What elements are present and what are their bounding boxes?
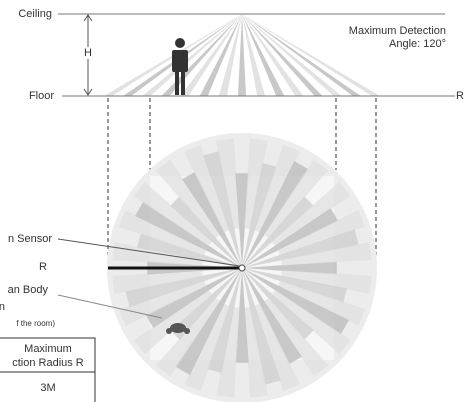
- wedge-outer: [112, 270, 203, 295]
- dashed-guides: [107, 98, 377, 268]
- ray: [238, 14, 246, 96]
- wedge: [242, 268, 348, 303]
- ray: [242, 14, 323, 96]
- angle-note: Angle: 120°: [389, 38, 446, 50]
- wedge-outer: [254, 144, 300, 233]
- right-label: R: [456, 90, 464, 102]
- wedge: [207, 268, 242, 374]
- ray: [242, 14, 285, 96]
- ray: [242, 14, 304, 96]
- table-cell: 3M: [40, 382, 55, 394]
- side-rays: [104, 14, 380, 96]
- body-label: f the room): [16, 319, 55, 328]
- wedge-outer: [244, 307, 269, 398]
- sensor: [238, 264, 246, 272]
- wedge-outer: [216, 307, 240, 398]
- body-label: n: [0, 301, 5, 313]
- ray: [180, 14, 242, 96]
- wedge-outer: [155, 159, 220, 239]
- body-leader: [57, 294, 163, 319]
- top-wedges: [112, 138, 372, 398]
- wedge-outer: [254, 303, 301, 392]
- wedge-outer: [281, 241, 372, 266]
- wedge: [242, 208, 339, 268]
- height-bg: [82, 47, 94, 59]
- table-header: ction Radius R: [12, 357, 84, 369]
- wedge: [242, 161, 309, 268]
- wedge-outer: [281, 270, 372, 294]
- wedge: [175, 268, 242, 375]
- wedge-outer: [264, 159, 329, 239]
- body-icon: [166, 323, 190, 334]
- ray: [242, 14, 342, 96]
- wedge-outer: [184, 303, 230, 392]
- wedge: [125, 268, 242, 307]
- wedge-outer: [277, 209, 366, 256]
- wedge-outer: [215, 138, 240, 229]
- wedge-outer: [183, 144, 230, 233]
- ceiling-label: Ceiling: [18, 8, 52, 20]
- wedge: [235, 173, 249, 268]
- wedge-outer: [264, 297, 329, 377]
- wedge: [170, 268, 242, 340]
- ray: [161, 14, 242, 96]
- ray: [123, 14, 242, 96]
- ray: [242, 14, 380, 96]
- wedge: [135, 201, 242, 268]
- wedge-outer: [133, 181, 213, 246]
- ray: [218, 14, 242, 96]
- angle-note: Maximum Detection: [349, 25, 446, 37]
- ray: [199, 14, 242, 96]
- wedge-outer: [271, 290, 351, 355]
- ray: [242, 14, 361, 96]
- floor-label: Floor: [29, 90, 54, 102]
- wedge: [145, 268, 242, 328]
- radius-label: R: [39, 261, 47, 273]
- ray: [242, 14, 266, 96]
- wedge: [182, 171, 242, 268]
- wedge: [136, 233, 242, 268]
- wedge: [170, 196, 242, 268]
- wedge-outer: [118, 210, 207, 256]
- wedge-outer: [271, 181, 351, 246]
- wedge: [235, 268, 249, 363]
- ray: [142, 14, 242, 96]
- wedge: [242, 162, 277, 268]
- height-label: H: [84, 47, 92, 59]
- wedge: [242, 268, 302, 365]
- sensor-leader: [57, 238, 241, 267]
- wedge: [242, 229, 359, 268]
- wedge-outer: [155, 297, 220, 377]
- table-frame: [0, 337, 96, 402]
- wedge: [242, 268, 314, 340]
- wedge-outer: [244, 138, 268, 229]
- wedge: [242, 261, 337, 275]
- body-label: an Body: [8, 284, 49, 296]
- table-header: Maximum: [24, 343, 72, 355]
- person: [172, 38, 188, 95]
- wedge: [242, 196, 314, 268]
- arrow-heads: [83, 14, 93, 96]
- wedge: [203, 151, 242, 268]
- wedge-outer: [133, 290, 213, 355]
- wedge-outer: [118, 280, 207, 327]
- wedge-outer: [277, 280, 366, 326]
- wedge: [242, 268, 349, 335]
- sensor-label: n Sensor: [8, 233, 52, 245]
- wedge: [242, 268, 281, 385]
